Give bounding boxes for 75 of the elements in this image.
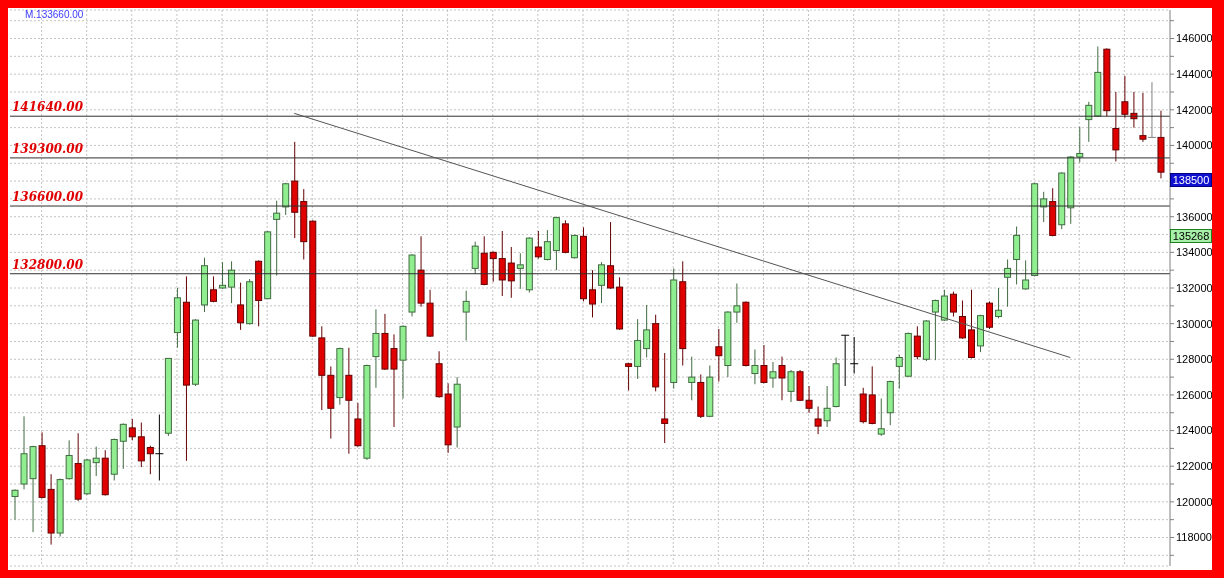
candlestick — [219, 261, 227, 290]
candlestick — [787, 369, 795, 403]
candlestick — [1085, 101, 1093, 143]
y-tick-label: 120000 — [1176, 495, 1213, 508]
candlestick — [589, 269, 596, 318]
candlestick — [840, 334, 850, 387]
candlestick — [273, 200, 281, 277]
candlestick — [949, 291, 957, 318]
y-tick-label: 144000 — [1176, 68, 1213, 81]
candlestick — [228, 260, 236, 304]
y-tick-label: 140000 — [1176, 139, 1213, 152]
candlestick — [995, 287, 1003, 319]
candlestick — [516, 252, 524, 290]
y-tick-label: 122000 — [1176, 460, 1213, 473]
candlestick — [607, 221, 615, 290]
candlestick — [543, 229, 551, 261]
ref-line-label: 132800.00 — [12, 257, 84, 272]
candlestick — [769, 361, 777, 389]
candlestick — [1139, 92, 1147, 143]
candlestick — [895, 354, 903, 390]
candlestick — [1147, 81, 1157, 138]
candlestick — [128, 418, 136, 441]
candlestick — [65, 439, 73, 481]
y-tick-label: 118000 — [1176, 531, 1212, 544]
candlestick — [92, 446, 100, 477]
candlestick — [958, 299, 966, 340]
text: 135268 — [1170, 229, 1212, 243]
text: 138500 — [1170, 173, 1212, 187]
ref-line-label: 136600.00 — [12, 190, 84, 205]
y-tick-label: 134000 — [1176, 246, 1213, 259]
candlestick — [534, 230, 542, 260]
candlestick — [372, 308, 380, 389]
candlestick — [570, 234, 578, 260]
candlestick — [661, 352, 669, 444]
candlestick — [237, 282, 245, 331]
y-tick-label: 132000 — [1176, 281, 1213, 294]
candlestick — [823, 385, 831, 428]
candlestick — [282, 182, 290, 216]
candlestick — [498, 230, 506, 297]
y-tick-label: 130000 — [1176, 317, 1213, 330]
candlestick — [1022, 259, 1030, 291]
candlestick — [931, 299, 939, 361]
y-tick-label: 146000 — [1176, 32, 1213, 45]
annotation: M.133660.00 — [25, 9, 84, 21]
candlestick — [913, 325, 921, 360]
candlestick — [778, 356, 786, 401]
candlestick — [146, 445, 154, 475]
candlestick — [1112, 91, 1120, 162]
y-tick-label: 136000 — [1176, 210, 1213, 223]
candlestick — [643, 304, 651, 358]
candlestick — [462, 290, 470, 342]
candlestick — [1004, 258, 1012, 308]
candlestick — [625, 362, 633, 391]
candlestick — [507, 246, 515, 299]
candlestick — [210, 275, 218, 303]
candlestick — [715, 328, 723, 383]
y-tick-label: 124000 — [1176, 424, 1213, 437]
candlestick — [489, 250, 497, 283]
ref-line-label: 139300.00 — [12, 141, 84, 156]
candlestick — [11, 488, 19, 521]
y-tick-label: 142000 — [1176, 103, 1213, 116]
candlestick — [849, 336, 859, 375]
candlestick — [119, 422, 127, 470]
candlestick — [814, 406, 822, 435]
y-tick-label: 126000 — [1176, 388, 1213, 401]
candlestick — [688, 356, 696, 401]
ref-line-label: 141640.00 — [12, 100, 84, 115]
candlestick — [760, 344, 768, 384]
y-tick-label: 128000 — [1176, 353, 1213, 366]
candlestick — [154, 414, 164, 481]
candlestick — [471, 241, 479, 275]
candlestick — [598, 261, 606, 304]
candlestick — [877, 397, 885, 437]
candlestick — [751, 348, 759, 385]
candlestick — [1076, 126, 1084, 163]
